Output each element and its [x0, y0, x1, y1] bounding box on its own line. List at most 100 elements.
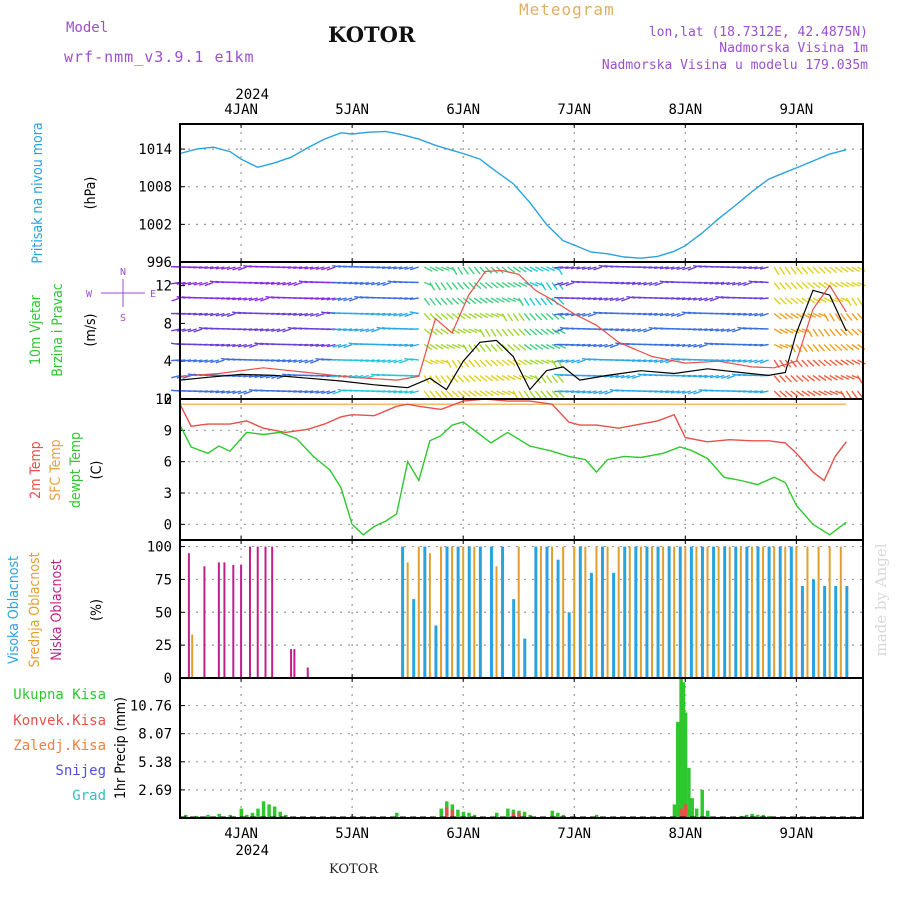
wind-arrow [259, 328, 269, 332]
wind-arrow [287, 312, 297, 316]
wind-arrow [857, 359, 866, 365]
wind-arrow [446, 312, 454, 320]
cloud-mid-bar [762, 546, 765, 678]
wind-arrow [429, 297, 436, 306]
wind-arrow [631, 359, 641, 362]
top-day-label: 6JAN [446, 102, 480, 118]
wind-arrow [615, 281, 625, 285]
wind-arrow [812, 390, 822, 396]
wind-arrow [857, 281, 867, 287]
cloud-high-bar [623, 546, 627, 678]
wind-arrow [709, 328, 719, 332]
wind-arrow [221, 312, 231, 317]
wind-arrow [429, 343, 438, 350]
wind-arrow [523, 266, 533, 273]
cloud-high-bar [601, 546, 605, 678]
cloud-mid-bar [584, 546, 587, 678]
wind-arrow [435, 328, 444, 335]
wind-arrow [554, 266, 564, 269]
wind-arrow [423, 313, 431, 321]
bottom-day-label: 9JAN [780, 826, 814, 842]
wind-arrow [546, 312, 554, 321]
cloud-high-bar [678, 546, 682, 678]
wind-arrow [779, 328, 788, 334]
wind-arrow [615, 374, 625, 379]
wind-arrow [795, 266, 803, 275]
wind-arrow [845, 390, 852, 399]
wind-arrow [512, 266, 521, 273]
wind-arrow [609, 297, 619, 302]
y-tick-label: 1002 [138, 217, 172, 233]
wind-arrow [434, 375, 442, 384]
product-title: Meteogram [519, 0, 615, 19]
wind-arrow [720, 374, 730, 379]
wind-arrow [512, 374, 522, 381]
wind-arrow [523, 390, 530, 399]
wind-arrow [795, 344, 802, 353]
wind-arrow [451, 297, 460, 305]
wind-arrow [423, 297, 431, 306]
wind-arrow [518, 374, 528, 380]
wind-arrow [271, 281, 281, 286]
wind-arrow [795, 374, 804, 383]
wind-arrow [468, 359, 476, 368]
wind-arrow [451, 343, 461, 349]
wind-arrow [337, 328, 347, 331]
wind-arrow [523, 313, 531, 321]
wind-gust-line [179, 269, 847, 381]
cloud-mid-bar [517, 546, 520, 678]
cloud-high-bar [778, 546, 782, 678]
wind-arrow [473, 266, 481, 275]
wind-arrow [304, 312, 314, 317]
wind-arrow [570, 343, 580, 347]
wind-arrow [282, 312, 292, 316]
wind-arrow [468, 312, 477, 319]
wind-arrow [726, 312, 736, 316]
wind-arrow [593, 343, 603, 348]
wind-arrow [248, 297, 258, 302]
wind-arrow [462, 328, 472, 334]
wind-arrow [287, 359, 297, 363]
wind-arrow [665, 312, 675, 317]
wind-arrow [354, 281, 364, 285]
wind-arrow [404, 343, 414, 347]
wind-arrow [829, 266, 838, 274]
cloud-high-bar [612, 572, 616, 678]
wind-arrow [604, 343, 614, 348]
wind-arrow [829, 359, 838, 366]
top-day-label: 7JAN [557, 102, 591, 118]
wind-arrow [818, 281, 827, 289]
wind-arrow [715, 374, 725, 379]
wind-arrow [812, 266, 820, 274]
wind-arrow [587, 312, 597, 318]
wind-arrow [556, 266, 563, 276]
wind-arrow [337, 343, 347, 348]
wind-arrow [604, 390, 614, 395]
cloud-mid-bar [551, 546, 554, 678]
temp-unit-label: (C) [89, 461, 105, 480]
wind-arrow [485, 390, 494, 397]
wind-arrow [193, 312, 203, 316]
wind-arrow [512, 343, 521, 351]
precip-total-bar [472, 814, 477, 818]
cloud-low-bar [187, 553, 190, 678]
wind-arrow [692, 374, 703, 378]
footer-station: KOTOR [329, 862, 379, 877]
precip-conv-bar [681, 811, 686, 818]
wind-arrow [434, 312, 443, 321]
wind-arrow [326, 297, 336, 301]
wind-arrow [393, 390, 403, 394]
precip-total-bar [744, 814, 749, 818]
wind-arrow [807, 281, 815, 289]
wind-arrow [726, 281, 736, 286]
wind-arrow [615, 297, 625, 302]
cloud-high-bar [800, 586, 804, 678]
wind-arrow [232, 374, 242, 377]
cloud-mid-bar [784, 546, 787, 678]
wind-arrow [309, 266, 319, 270]
wind-arrow [187, 328, 197, 333]
precip-total-bar [506, 808, 510, 818]
wind-arrow [540, 282, 547, 291]
wind-arrow [490, 328, 497, 337]
